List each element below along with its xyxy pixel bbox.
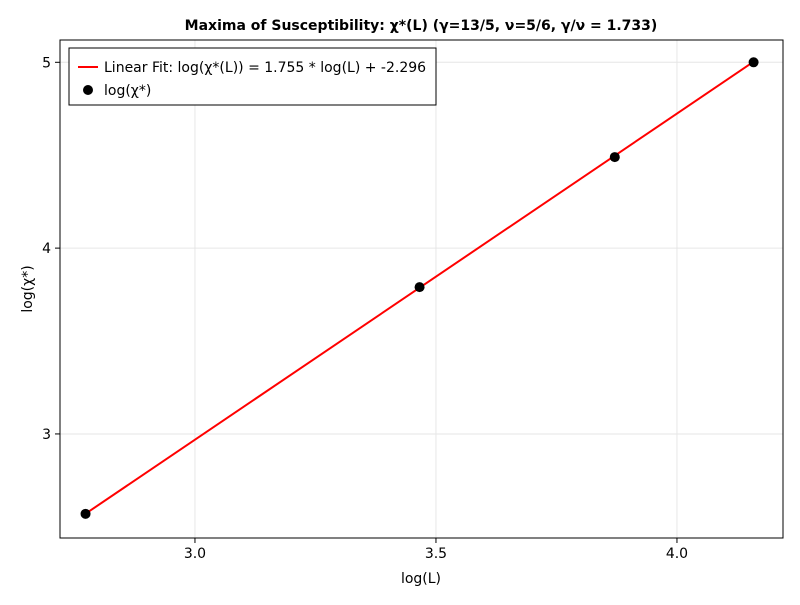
legend-label-fit: Linear Fit: log(χ*(L)) = 1.755 * log(L) … <box>104 60 426 76</box>
tick-layer: 3.0 3.5 4.0 3 4 5 <box>42 55 688 562</box>
legend-box <box>68 47 437 106</box>
y-tick-label: 4 <box>42 241 51 257</box>
plot-frame <box>59 39 784 539</box>
chart-title: Maxima of Susceptibility: χ*(L) (γ=13/5,… <box>185 18 658 34</box>
y-tick-label: 5 <box>42 55 51 71</box>
legend-label-points: log(χ*) <box>104 83 151 99</box>
y-tick-label: 3 <box>42 427 51 443</box>
data-point <box>748 57 759 68</box>
legend: Linear Fit: log(χ*(L)) = 1.755 * log(L) … <box>68 47 437 106</box>
data-point <box>609 152 620 163</box>
x-tick-label: 3.0 <box>184 546 206 562</box>
y-axis-label: log(χ*) <box>20 265 36 312</box>
x-axis-label: log(L) <box>401 571 441 587</box>
series-layer <box>80 57 759 519</box>
legend-scatter-marker <box>83 85 93 95</box>
x-tick-label: 3.5 <box>425 546 447 562</box>
data-point <box>414 282 425 293</box>
x-tick-label: 4.0 <box>666 546 688 562</box>
data-point <box>80 508 91 519</box>
